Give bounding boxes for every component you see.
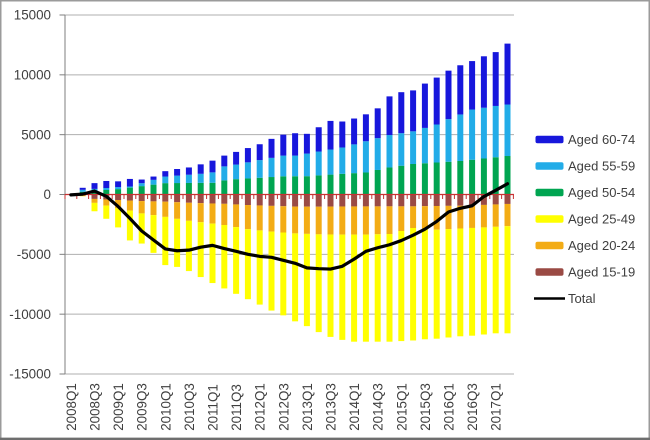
- svg-text:2010Q1: 2010Q1: [158, 383, 173, 431]
- svg-text:-15000: -15000: [9, 367, 51, 382]
- svg-text:2016Q1: 2016Q1: [442, 383, 457, 431]
- svg-text:2014Q1: 2014Q1: [347, 383, 362, 431]
- svg-text:Aged 55-59: Aged 55-59: [568, 159, 635, 174]
- svg-text:-10000: -10000: [9, 307, 51, 322]
- svg-text:2015Q3: 2015Q3: [418, 383, 433, 431]
- svg-text:2013Q1: 2013Q1: [300, 383, 315, 431]
- svg-text:Aged 20-24: Aged 20-24: [568, 238, 635, 253]
- svg-text:2009Q3: 2009Q3: [135, 383, 150, 431]
- svg-text:2011Q3: 2011Q3: [229, 384, 244, 431]
- svg-text:2015Q1: 2015Q1: [394, 383, 409, 431]
- svg-text:5000: 5000: [21, 127, 51, 142]
- svg-text:Aged 50-54: Aged 50-54: [568, 185, 635, 200]
- svg-text:2013Q3: 2013Q3: [324, 383, 339, 431]
- svg-text:0: 0: [44, 187, 51, 202]
- svg-text:2012Q3: 2012Q3: [276, 383, 291, 431]
- svg-text:2014Q3: 2014Q3: [371, 383, 386, 431]
- svg-text:2010Q3: 2010Q3: [182, 383, 197, 431]
- svg-text:Total: Total: [568, 291, 596, 306]
- svg-text:2012Q1: 2012Q1: [253, 383, 268, 431]
- svg-text:2008Q3: 2008Q3: [88, 383, 103, 431]
- svg-text:10000: 10000: [14, 68, 51, 83]
- svg-text:2011Q1: 2011Q1: [206, 384, 221, 431]
- svg-text:2017Q1: 2017Q1: [489, 383, 504, 431]
- svg-text:15000: 15000: [14, 8, 51, 23]
- svg-text:Aged 15-19: Aged 15-19: [568, 265, 635, 280]
- svg-text:Aged 25-49: Aged 25-49: [568, 212, 635, 227]
- svg-text:Aged 60-74: Aged 60-74: [568, 132, 635, 147]
- svg-text:2009Q1: 2009Q1: [111, 383, 126, 431]
- svg-text:2016Q3: 2016Q3: [465, 383, 480, 431]
- svg-text:-5000: -5000: [17, 247, 51, 262]
- svg-text:2008Q1: 2008Q1: [64, 383, 79, 431]
